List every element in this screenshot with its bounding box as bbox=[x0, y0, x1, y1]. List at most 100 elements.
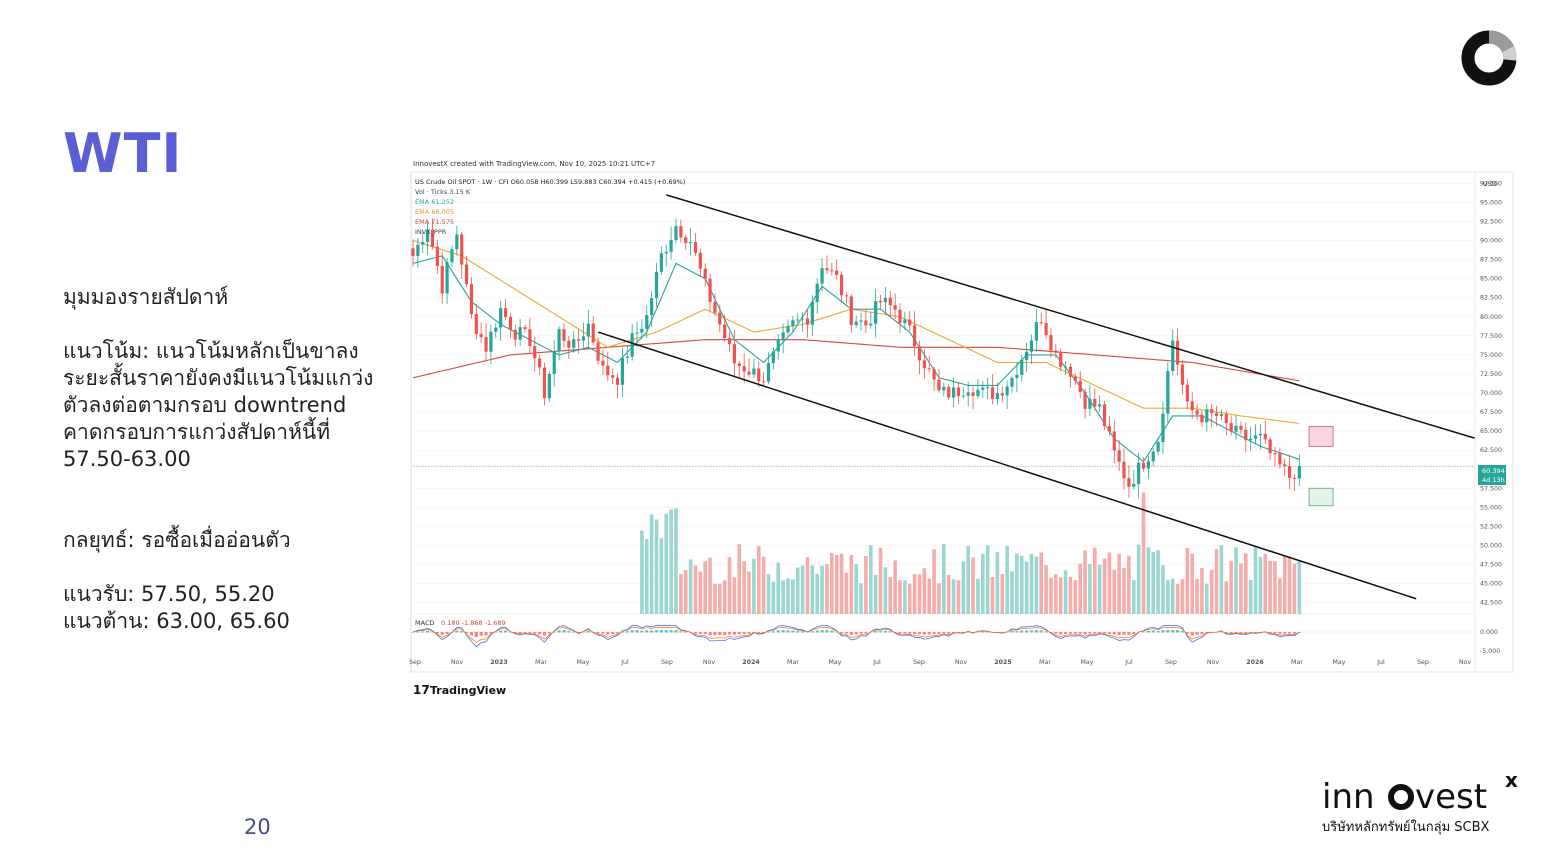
macd-histogram-bar bbox=[708, 632, 712, 636]
y-tick-label: 77.500 bbox=[1480, 333, 1502, 340]
macd-histogram-bar bbox=[762, 632, 766, 633]
volume-bar bbox=[1297, 561, 1302, 614]
volume-bar bbox=[674, 508, 678, 614]
macd-histogram-bar bbox=[966, 631, 970, 633]
macd-histogram-bar bbox=[411, 632, 415, 633]
chart-ema-fast-label: EMA 61.252 bbox=[415, 198, 454, 206]
candle-body bbox=[586, 323, 590, 337]
volume-bar bbox=[1278, 578, 1282, 614]
macd-histogram-bar bbox=[1151, 630, 1155, 633]
volume-bar bbox=[1156, 550, 1160, 614]
macd-histogram-bar bbox=[1205, 632, 1209, 633]
macd-histogram-bar bbox=[747, 632, 751, 634]
x-tick-label: Nov bbox=[1459, 659, 1472, 666]
candle-body bbox=[942, 386, 946, 391]
macd-histogram-bar bbox=[1166, 630, 1170, 633]
candle-body bbox=[1161, 413, 1165, 443]
candle-body bbox=[922, 360, 926, 369]
macd-histogram-bar bbox=[1063, 632, 1068, 634]
macd-histogram-bar bbox=[825, 630, 829, 633]
macd-histogram-bar bbox=[951, 632, 956, 633]
scbx-logo-icon bbox=[1461, 30, 1517, 86]
candle-body bbox=[1253, 435, 1258, 439]
macd-histogram-bar bbox=[640, 630, 644, 633]
macd-histogram-bar bbox=[645, 630, 649, 633]
y-tick-label: 82.500 bbox=[1480, 295, 1502, 302]
macd-histogram-bar bbox=[961, 632, 965, 633]
volume-bar bbox=[703, 561, 707, 614]
candle-body bbox=[474, 314, 478, 335]
macd-histogram-bar bbox=[469, 632, 474, 636]
price-chart[interactable]: InnovestX created with TradingView.com, … bbox=[403, 156, 1517, 706]
volume-bar bbox=[795, 567, 800, 614]
candle-body bbox=[1175, 340, 1180, 365]
macd-histogram-bar bbox=[1034, 630, 1038, 633]
candle-body bbox=[1025, 351, 1029, 360]
candle-body bbox=[917, 346, 922, 361]
candle-body bbox=[1292, 477, 1297, 479]
candle-body bbox=[513, 329, 517, 340]
candle-body bbox=[1049, 335, 1053, 351]
macd-histogram-bar bbox=[581, 631, 586, 633]
volume-bar bbox=[903, 580, 907, 614]
macd-histogram-bar bbox=[1068, 632, 1073, 634]
macd-histogram-bar bbox=[494, 631, 498, 633]
macd-histogram-bar bbox=[513, 632, 517, 634]
macd-histogram-bar bbox=[1010, 631, 1014, 633]
candle-body bbox=[1200, 414, 1204, 423]
macd-histogram-bar bbox=[830, 630, 834, 633]
macd-histogram-bar bbox=[576, 632, 581, 634]
candle-body bbox=[538, 358, 542, 368]
candle-body bbox=[1263, 433, 1267, 440]
candle-body bbox=[757, 368, 761, 382]
volume-bar bbox=[781, 580, 785, 614]
volume-bar bbox=[1093, 547, 1097, 614]
volume-bar bbox=[1063, 570, 1068, 614]
candle-body bbox=[1283, 464, 1287, 467]
volume-bar bbox=[752, 558, 756, 614]
macd-histogram-bar bbox=[986, 631, 990, 633]
chart-vol-label: Vol · Ticks 3.15 K bbox=[415, 188, 471, 196]
volume-bar bbox=[1258, 556, 1263, 614]
candle-body bbox=[518, 327, 522, 340]
volume-bar bbox=[1239, 563, 1243, 614]
volume-bar bbox=[727, 557, 732, 614]
macd-histogram-bar bbox=[903, 632, 907, 634]
volume-bar bbox=[1117, 553, 1121, 614]
volume-bar bbox=[830, 552, 834, 614]
macd-histogram-bar bbox=[1059, 632, 1063, 635]
candle-body bbox=[552, 351, 556, 375]
y-tick-label: 95.000 bbox=[1480, 199, 1502, 206]
volume-bar bbox=[937, 583, 941, 614]
macd-histogram-bar bbox=[464, 632, 469, 634]
y-tick-label: 50.000 bbox=[1480, 542, 1502, 549]
x-tick-label: Nov bbox=[451, 659, 464, 666]
volume-bar bbox=[1024, 561, 1029, 614]
candle-body bbox=[859, 320, 863, 322]
candle-body bbox=[1195, 410, 1199, 415]
volume-bar bbox=[1107, 552, 1112, 614]
trend-line: ระยะสั้นราคายังคงมีแนวโน้มแกว่ง bbox=[63, 366, 374, 390]
candle-body bbox=[460, 234, 464, 265]
x-tick-label: May bbox=[1080, 659, 1093, 666]
candle-body bbox=[718, 312, 722, 325]
innovestx-logo: inn vest x บริษัทหลักทรัพย์ในกลุ่ม SCBX bbox=[1322, 770, 1518, 835]
macd-histogram-bar bbox=[620, 631, 625, 633]
brand-name-part2: vest bbox=[1415, 777, 1487, 817]
candle-body bbox=[615, 377, 620, 385]
candle-body bbox=[786, 325, 790, 333]
volume-bar bbox=[985, 545, 990, 614]
macd-histogram-bar bbox=[533, 632, 537, 634]
candle-body bbox=[426, 229, 430, 242]
volume-bar bbox=[976, 578, 980, 614]
x-tick-label: Sep bbox=[409, 659, 421, 666]
macd-histogram-bar bbox=[474, 632, 478, 637]
macd-histogram-bar bbox=[1054, 632, 1058, 634]
macd-histogram-bar bbox=[1292, 632, 1297, 634]
candle-body bbox=[781, 332, 785, 340]
macd-histogram-bar bbox=[1190, 632, 1194, 636]
candle-body bbox=[1180, 364, 1185, 385]
candle-body bbox=[1219, 414, 1224, 416]
candle-body bbox=[961, 395, 965, 397]
candle-body bbox=[762, 381, 766, 383]
